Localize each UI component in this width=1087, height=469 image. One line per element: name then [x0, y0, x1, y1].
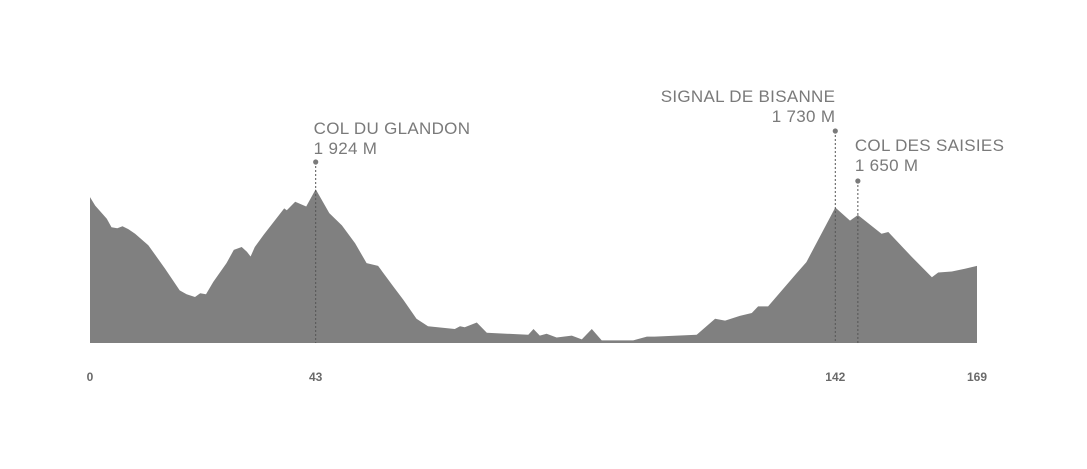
peak-name: SIGNAL DE BISANNE — [661, 87, 836, 106]
peak-name: COL DES SAISIES — [855, 136, 1004, 155]
peak-name: COL DU GLANDON — [314, 119, 471, 138]
peak-marker-dot — [313, 159, 319, 165]
peak-marker-dot — [855, 178, 861, 184]
x-tick-label: 169 — [967, 370, 987, 384]
peak-elevation: 1 650 M — [855, 156, 919, 175]
x-tick-label: 0 — [87, 370, 94, 384]
peak-marker-dot — [832, 128, 838, 134]
peak-elevation: 1 730 M — [772, 107, 836, 126]
x-tick-label: 142 — [825, 370, 845, 384]
elevation-area — [90, 189, 977, 343]
x-tick-label: 43 — [309, 370, 323, 384]
peak-elevation: 1 924 M — [314, 139, 378, 158]
